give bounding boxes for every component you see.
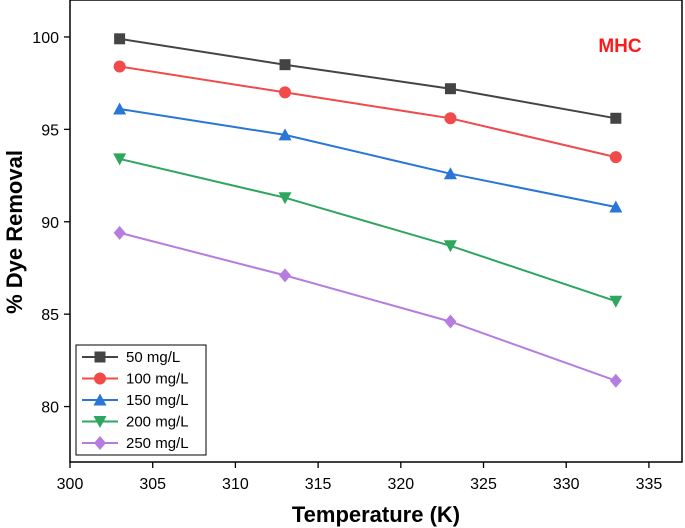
data-point [443,167,457,180]
data-point [113,102,127,115]
y-tick-label: 80 [41,400,59,417]
data-point [609,200,623,213]
series-3 [113,102,623,213]
data-point [444,83,456,95]
legend-label: 50 mg/L [126,349,180,366]
legend-entry: 150 mg/L [82,392,189,409]
series-1 [114,33,622,124]
x-tick-label: 305 [139,476,166,493]
x-tick-label: 335 [636,476,663,493]
x-tick-label: 300 [57,476,84,493]
legend-entry: 250 mg/L [82,435,189,452]
series-2 [113,60,622,164]
x-tick-label: 310 [222,476,249,493]
series-layer [113,33,623,388]
legend-label: 200 mg/L [126,414,189,431]
legend-marker [93,393,107,406]
data-point [114,33,126,45]
x-tick-label: 320 [387,476,414,493]
series-5 [113,225,622,388]
data-point [113,60,126,73]
legend-entry: 50 mg/L [82,349,180,366]
y-tick-label: 100 [32,30,59,47]
x-tick-label: 325 [470,476,497,493]
data-point [279,59,291,71]
data-point [279,86,292,99]
legend-label: 250 mg/L [126,435,189,452]
data-point [113,153,127,166]
x-tick-label: 330 [553,476,580,493]
y-tick-label: 90 [41,215,59,232]
y-tick-label: 95 [41,122,59,139]
legend-marker [94,436,106,450]
series-line [119,231,617,382]
data-point [444,314,457,329]
data-point [113,225,126,240]
legend: 50 mg/L 100 mg/L 150 mg/L 200 mg/L 250 mg/L [75,344,207,456]
legend-marker [93,416,107,428]
legend-entry: 100 mg/L [82,371,189,388]
series-4 [113,153,623,308]
data-point [609,151,622,164]
axis-ticks: 300 305 310 315 320 325 330 335 80 85 90 95 100 [32,30,662,493]
series-line [119,65,617,159]
data-point [279,268,292,283]
y-axis-title: % Dye Removal [2,150,27,314]
x-axis-title: Temperature (K) [292,502,460,527]
legend-entry: 200 mg/L [82,414,189,431]
legend-marker [94,372,106,385]
data-point [610,112,622,124]
legend-marker [94,351,106,363]
chart-annotation: MHC [598,36,642,57]
data-point [609,295,623,308]
series-line [119,157,617,303]
series-line [119,37,616,120]
data-point [609,373,622,388]
legend-label: 100 mg/L [126,371,189,388]
data-point [278,192,292,205]
legend-label: 150 mg/L [126,392,189,409]
data-point [443,240,457,253]
series-line [119,108,616,208]
data-point [278,128,292,141]
y-tick-label: 85 [41,307,59,324]
data-point [444,112,457,125]
x-tick-label: 315 [305,476,332,493]
